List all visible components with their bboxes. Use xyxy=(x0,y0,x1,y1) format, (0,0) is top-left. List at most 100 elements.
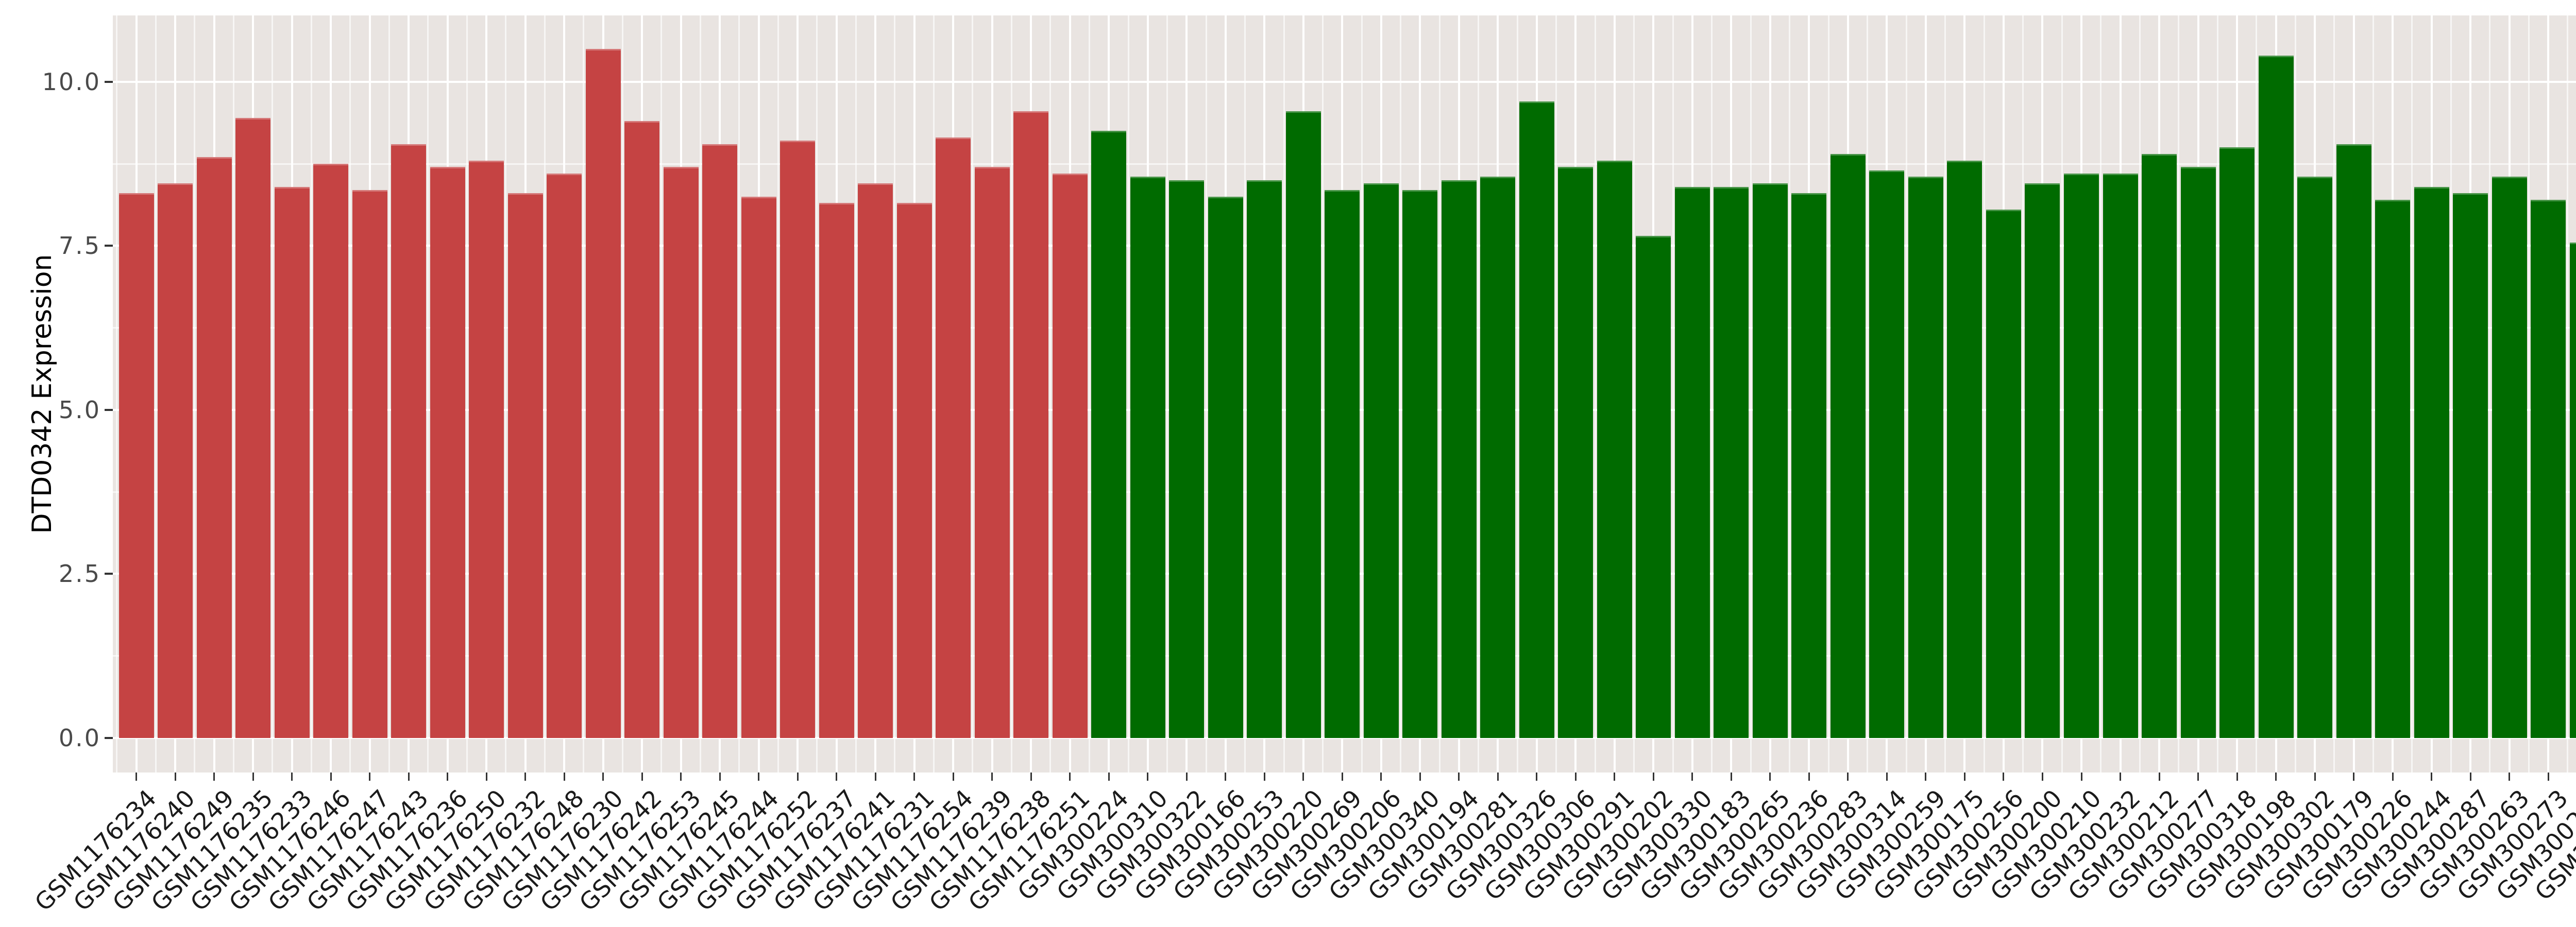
x-tick xyxy=(213,772,215,781)
minor-gridline-x xyxy=(583,15,585,772)
bar xyxy=(2180,167,2216,739)
bar xyxy=(313,164,349,739)
x-tick xyxy=(796,772,799,781)
bar xyxy=(274,186,310,739)
minor-gridline-x xyxy=(1789,15,1791,772)
bar xyxy=(741,196,776,739)
minor-gridline-x xyxy=(1244,15,1246,772)
minor-gridline-x xyxy=(1750,15,1752,772)
bar xyxy=(1169,180,1205,739)
y-tick xyxy=(105,245,113,247)
bar xyxy=(430,167,465,739)
bar xyxy=(1325,190,1360,739)
minor-gridline-x xyxy=(1633,15,1635,772)
x-tick xyxy=(485,772,487,781)
minor-gridline-x xyxy=(660,15,663,772)
bar xyxy=(2258,55,2294,739)
x-tick xyxy=(1691,772,1693,781)
bar xyxy=(2064,174,2099,739)
x-tick xyxy=(2003,772,2005,781)
x-tick xyxy=(2353,772,2355,781)
y-axis-title: DTD0342 Expression xyxy=(27,254,58,534)
x-tick xyxy=(2275,772,2277,781)
bar xyxy=(1480,177,1516,739)
minor-gridline-x xyxy=(1983,15,1985,772)
bar xyxy=(974,167,1010,739)
x-tick xyxy=(913,772,916,781)
bar xyxy=(936,138,971,739)
bar xyxy=(469,160,504,739)
x-tick xyxy=(563,772,565,781)
x-tick xyxy=(2314,772,2316,781)
minor-gridline-x xyxy=(2061,15,2063,772)
bar xyxy=(663,167,699,739)
x-tick xyxy=(1536,772,1538,781)
minor-gridline-x xyxy=(1205,15,1207,772)
minor-gridline-x xyxy=(972,15,974,772)
minor-gridline-x xyxy=(2022,15,2024,772)
bar xyxy=(780,141,816,739)
bar xyxy=(1285,111,1321,739)
x-tick xyxy=(1808,772,1810,781)
minor-gridline-x xyxy=(2567,15,2569,772)
bar xyxy=(1908,177,1943,739)
bar xyxy=(2531,200,2566,739)
y-tick-label: 10.0 xyxy=(42,67,101,96)
minor-gridline-x xyxy=(505,15,507,772)
x-tick xyxy=(2469,772,2471,781)
minor-gridline-x xyxy=(1127,15,1129,772)
bar xyxy=(896,203,932,739)
x-tick xyxy=(680,772,682,781)
x-tick xyxy=(719,772,721,781)
x-tick xyxy=(252,772,254,781)
bar xyxy=(1247,180,1282,739)
minor-gridline-x xyxy=(2294,15,2296,772)
x-tick xyxy=(1302,772,1304,781)
bar xyxy=(1947,160,1982,739)
minor-gridline-x xyxy=(466,15,468,772)
minor-gridline-x xyxy=(738,15,740,772)
bar xyxy=(1636,236,1671,739)
x-tick xyxy=(2236,772,2238,781)
bar xyxy=(624,121,660,739)
bar xyxy=(858,183,893,739)
x-tick xyxy=(174,772,176,781)
minor-gridline-x xyxy=(777,15,779,772)
bar xyxy=(2414,186,2449,739)
x-tick xyxy=(1497,772,1499,781)
bar xyxy=(391,144,427,739)
x-tick xyxy=(408,772,410,781)
x-tick xyxy=(291,772,293,781)
minor-gridline-x xyxy=(116,15,118,772)
bar xyxy=(1363,183,1399,739)
minor-gridline-x xyxy=(1905,15,1907,772)
x-tick xyxy=(1108,772,1110,781)
minor-gridline-x xyxy=(1944,15,1946,772)
bar xyxy=(352,190,387,739)
x-tick xyxy=(524,772,527,781)
x-tick xyxy=(1963,772,1965,781)
x-tick xyxy=(1225,772,1227,781)
minor-gridline-x xyxy=(933,15,935,772)
x-tick xyxy=(1614,772,1616,781)
x-tick xyxy=(2509,772,2511,781)
bar xyxy=(1986,210,2021,739)
bar xyxy=(2569,242,2576,739)
x-tick xyxy=(330,772,332,781)
minor-gridline-x xyxy=(2178,15,2180,772)
y-tick-label: 5.0 xyxy=(58,396,101,424)
bar xyxy=(158,183,193,739)
minor-gridline-x xyxy=(1010,15,1012,772)
x-tick xyxy=(836,772,838,781)
minor-gridline-x xyxy=(2450,15,2452,772)
bar xyxy=(1714,186,1749,739)
x-tick xyxy=(1925,772,1927,781)
y-tick-label: 2.5 xyxy=(58,560,101,588)
y-tick xyxy=(105,80,113,83)
x-tick xyxy=(2547,772,2549,781)
bar xyxy=(1402,190,1438,739)
minor-gridline-x xyxy=(1827,15,1829,772)
minor-gridline-x xyxy=(699,15,701,772)
minor-gridline-x xyxy=(349,15,351,772)
